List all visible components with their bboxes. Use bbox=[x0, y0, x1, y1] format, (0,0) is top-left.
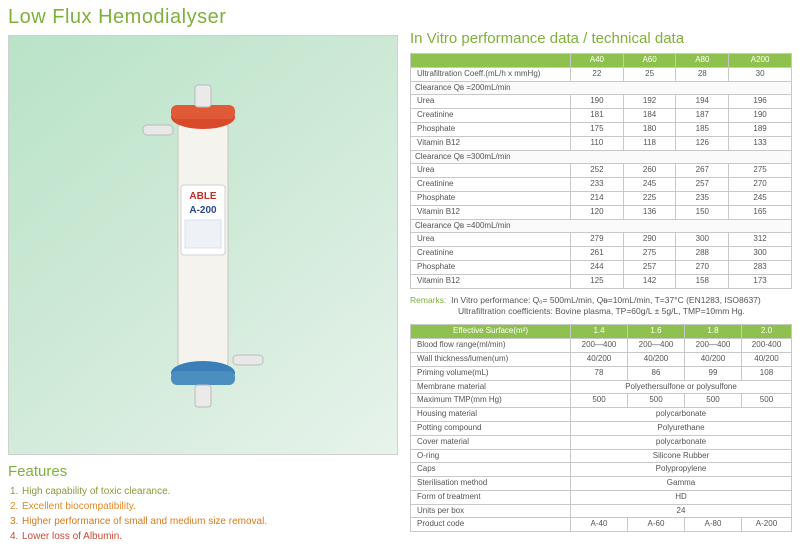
feature-item: 1.High capability of toxic clearance. bbox=[10, 484, 398, 499]
remarks-label: Remarks: bbox=[410, 295, 446, 305]
features-heading: Features bbox=[8, 463, 398, 480]
section1-heading: In Vitro performance data / technical da… bbox=[410, 30, 792, 47]
svg-text:ABLE: ABLE bbox=[189, 191, 217, 202]
remarks: Remarks: In Vitro performance: Qₒ= 500mL… bbox=[410, 295, 792, 319]
feature-item: 2.Excellent biocompatibility. bbox=[10, 499, 398, 514]
product-image: ABLE A-200 bbox=[8, 35, 398, 455]
remarks-line2: Ultrafiltration coefficients: Bovine pla… bbox=[458, 306, 745, 316]
page-title: Low Flux Hemodialyser bbox=[8, 6, 398, 29]
performance-table: A40A60A80A200Ultrafiltration Coeff.(mL/h… bbox=[410, 53, 792, 289]
spec-table: Effective Surface(m²)1.41.61.82.0Blood f… bbox=[410, 324, 792, 532]
feature-item: 4.Lower loss of Albumin. bbox=[10, 529, 398, 544]
remarks-line1: In Vitro performance: Qₒ= 500mL/min, Qᴃ=… bbox=[451, 295, 761, 305]
svg-text:A-200: A-200 bbox=[189, 205, 217, 216]
features-list: 1.High capability of toxic clearance.2.E… bbox=[8, 484, 398, 544]
dialyser-illustration: ABLE A-200 bbox=[123, 65, 283, 425]
feature-item: 3.Higher performance of small and medium… bbox=[10, 514, 398, 529]
